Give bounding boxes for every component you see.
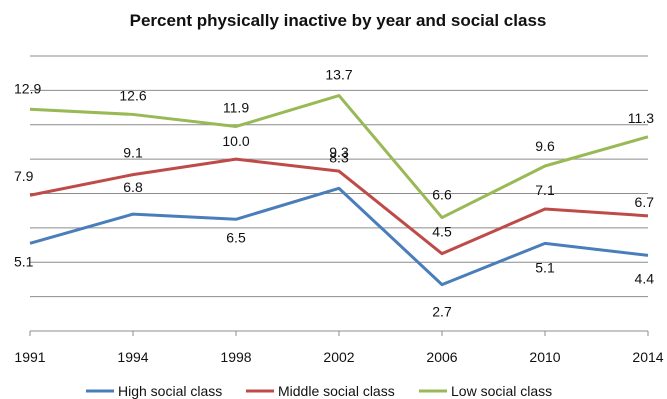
data-labels: 5.1 6.8 6.5 8.3 2.7 5.1 4.4 7.9 9.1 10.0 9.3 4.5 7.1… (14, 67, 654, 320)
legend-item: High social class (86, 383, 222, 399)
data-label: 11.3 (628, 110, 654, 126)
data-label: 7.1 (535, 182, 555, 198)
data-label: 4.5 (432, 224, 452, 240)
data-label: 4.4 (635, 270, 655, 286)
x-tick-label: 2014 (632, 349, 663, 365)
series-line (29, 157, 649, 256)
data-label: 5.1 (535, 259, 555, 275)
gridlines (30, 55, 648, 298)
legend: High social class Middle social class Low … (86, 383, 552, 399)
data-label: 8.3 (329, 149, 349, 165)
legend-item: Low social class (419, 383, 552, 399)
legend-label: Middle social class (278, 383, 395, 399)
x-axis: 1991 1994 1998 2002 2006 2010 2014 (14, 330, 664, 365)
data-label: 6.5 (226, 229, 246, 245)
data-label: 12.6 (119, 87, 146, 103)
series-lines (29, 94, 649, 287)
data-label: 6.6 (432, 187, 452, 203)
legend-item: Middle social class (246, 383, 395, 399)
data-label: 6.7 (635, 194, 655, 210)
series-line (29, 186, 649, 287)
data-label: 6.8 (123, 179, 143, 195)
series-line (29, 94, 649, 220)
x-tick-label: 2010 (529, 349, 560, 365)
data-label: 2.7 (432, 304, 452, 320)
x-tick-label: 1998 (220, 349, 251, 365)
data-label: 10.0 (222, 133, 249, 149)
data-label: 9.6 (535, 138, 555, 154)
data-label: 5.1 (14, 253, 34, 269)
x-tick-label: 1991 (14, 349, 45, 365)
x-tick-label: 2006 (426, 349, 457, 365)
data-label: 11.9 (223, 99, 249, 115)
legend-label: Low social class (451, 383, 552, 399)
data-label: 9.1 (123, 145, 143, 161)
x-tick-label: 2002 (323, 349, 354, 365)
data-label: 13.7 (325, 67, 352, 83)
data-label: 7.9 (14, 168, 34, 184)
legend-label: High social class (118, 383, 222, 399)
data-label: 9.3 (329, 144, 349, 160)
chart-title: Percent physically inactive by year and … (130, 11, 547, 30)
x-tick-label: 1994 (117, 349, 148, 365)
data-label: 12.9 (14, 80, 41, 96)
